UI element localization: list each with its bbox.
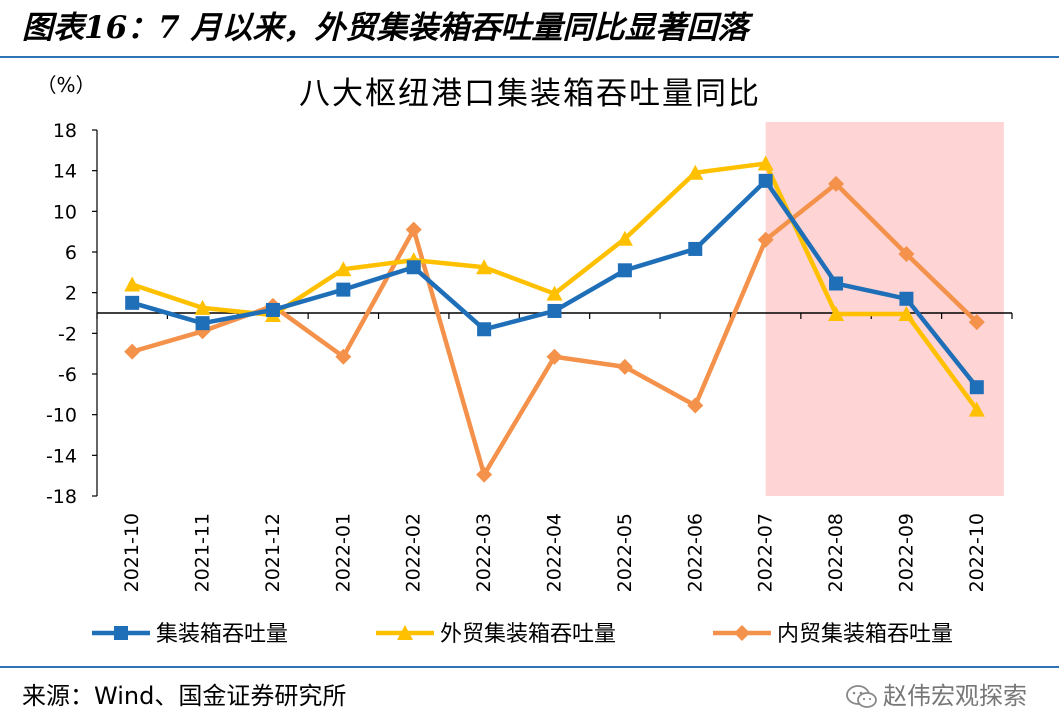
y-tick-label: -10 [46,405,77,427]
data-point-diamond [968,314,985,331]
data-point-square [195,316,210,331]
chart-title: 八大枢纽港口集装箱吞吐量同比 [299,76,761,112]
data-point-square [265,302,280,317]
data-point-diamond [124,343,141,360]
y-tick-label: 14 [53,161,77,183]
legend-marker [114,626,128,640]
figure-title: 图表16：7 月以来，外贸集装箱吞吐量同比显著回落 [22,10,749,46]
x-tick-label: 2022-07 [755,513,777,592]
data-point-diamond [405,221,422,238]
x-tick-label: 2022-10 [966,513,988,592]
y-tick-label: -14 [46,445,77,467]
x-tick-label: 2022-05 [614,513,636,592]
data-point-square [477,322,492,337]
top-rule [0,56,1059,58]
y-tick-label: 2 [65,283,77,305]
y-axis-unit: （%） [36,73,95,97]
data-point-triangle [828,306,845,322]
x-tick-label: 2021-11 [192,513,214,592]
data-point-diamond [898,246,915,263]
data-point-diamond [687,397,704,414]
data-point-triangle [898,306,915,322]
data-point-triangle [194,299,211,315]
y-tick-label: -6 [58,364,77,386]
legend-label: 集装箱吞吐量 [156,622,288,647]
data-point-diamond [476,466,493,483]
data-point-square [406,260,421,275]
x-tick-label: 2022-06 [684,513,706,592]
data-point-square [688,241,703,256]
watermark-text: 赵伟宏观探索 [883,682,1027,710]
legend-marker [734,625,750,641]
legend-label: 外贸集装箱吞吐量 [440,622,616,647]
legend-marker [397,625,413,640]
data-point-square [336,282,351,297]
x-tick-label: 2021-10 [121,513,143,592]
watermark: 赵伟宏观探索 [845,676,1027,716]
data-point-triangle [546,285,563,301]
data-point-square [547,303,562,318]
x-tick-label: 2022-02 [403,513,425,592]
source-note: 来源：Wind、国金证券研究所 [22,682,347,710]
y-tick-label: 10 [53,201,77,223]
wechat-icon [846,685,877,708]
data-point-triangle [687,164,704,180]
data-point-square [758,173,773,188]
y-tick-label: 18 [53,120,77,142]
x-tick-label: 2022-09 [895,513,917,592]
data-point-square [617,263,632,278]
data-point-triangle [616,230,633,246]
x-tick-label: 2021-12 [262,513,284,592]
x-tick-label: 2022-08 [825,513,847,592]
y-tick-label: -2 [58,323,77,345]
data-point-triangle [476,259,493,275]
data-point-square [969,380,984,395]
data-point-triangle [757,155,774,171]
data-point-diamond [757,231,774,248]
data-point-diamond [546,348,563,365]
data-point-square [829,276,844,291]
y-tick-label: -18 [46,486,77,508]
y-tick-label: 6 [65,242,77,264]
data-point-diamond [335,348,352,365]
x-tick-label: 2022-03 [473,513,495,592]
data-point-square [899,291,914,306]
bottom-rule [0,666,1059,668]
x-tick-label: 2022-01 [332,513,354,592]
data-point-triangle [124,276,141,292]
data-point-square [125,295,140,310]
data-point-triangle [335,261,352,277]
highlight-band [765,122,1004,496]
data-point-triangle [968,401,985,417]
data-point-diamond [828,175,845,192]
legend-label: 内贸集装箱吞吐量 [777,622,953,647]
data-point-diamond [616,358,633,375]
x-tick-label: 2022-04 [544,513,566,592]
chart: 八大枢纽港口集装箱吞吐量同比 （%） 18 14 10 6 2 -2 -6 -10 -14 -18 20… [36,73,1013,647]
